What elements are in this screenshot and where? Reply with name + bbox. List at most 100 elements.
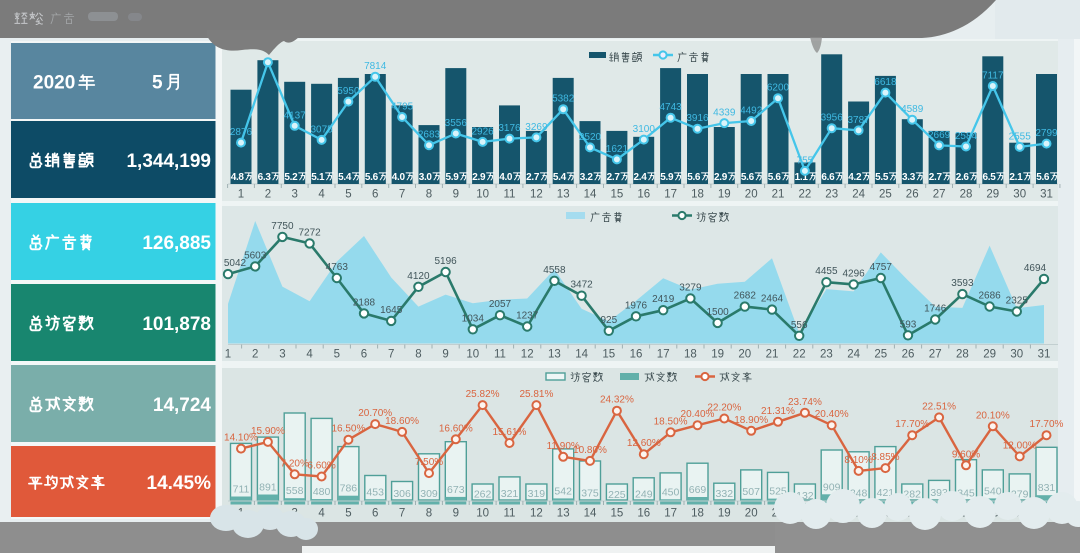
svg-text:5.2: 5.2 (284, 172, 298, 183)
svg-text:1746: 1746 (924, 304, 947, 315)
svg-text:2584: 2584 (955, 131, 978, 142)
svg-text:558: 558 (286, 485, 304, 497)
svg-text:1: 1 (238, 189, 244, 201)
svg-text:507: 507 (742, 486, 760, 498)
svg-text:5: 5 (345, 189, 351, 201)
svg-text:13: 13 (557, 508, 570, 520)
svg-text:22: 22 (793, 349, 806, 361)
svg-text:10: 10 (476, 508, 489, 520)
svg-text:12: 12 (530, 508, 543, 520)
svg-text:2520: 2520 (579, 132, 602, 143)
svg-text:20: 20 (745, 189, 758, 201)
svg-text:3: 3 (291, 189, 297, 201)
svg-text:22.51%: 22.51% (922, 401, 956, 412)
svg-text:4120: 4120 (407, 271, 430, 282)
svg-text:309: 309 (420, 488, 438, 500)
svg-text:5382: 5382 (552, 94, 575, 105)
svg-text:21.31%: 21.31% (761, 406, 795, 417)
svg-text:15: 15 (602, 349, 615, 361)
svg-text:14.10%: 14.10% (224, 433, 258, 444)
svg-text:12.00%: 12.00% (1003, 440, 1037, 451)
svg-text:7117: 7117 (982, 71, 1004, 82)
svg-text:11.90%: 11.90% (547, 441, 580, 452)
svg-text:15: 15 (611, 189, 624, 201)
svg-text:23.74%: 23.74% (788, 397, 822, 408)
svg-text:7: 7 (399, 189, 405, 201)
svg-text:21: 21 (766, 349, 779, 361)
svg-text:306: 306 (393, 488, 411, 500)
svg-text:14.45%: 14.45% (147, 473, 212, 494)
svg-text:3279: 3279 (679, 282, 702, 293)
svg-text:9: 9 (453, 508, 459, 520)
svg-text:8: 8 (415, 349, 421, 361)
svg-text:13: 13 (557, 189, 570, 201)
svg-text:909: 909 (823, 481, 841, 493)
svg-text:7.50%: 7.50% (415, 457, 443, 468)
svg-text:7: 7 (388, 349, 394, 361)
svg-text:5: 5 (152, 73, 163, 94)
svg-text:321: 321 (501, 488, 519, 500)
svg-text:20.40%: 20.40% (815, 409, 849, 420)
svg-text:1645: 1645 (380, 305, 403, 316)
svg-text:5.6: 5.6 (687, 172, 701, 183)
svg-text:2555: 2555 (1009, 131, 1032, 142)
svg-text:5.4: 5.4 (553, 172, 567, 183)
svg-text:453: 453 (366, 486, 384, 498)
svg-text:16: 16 (630, 349, 643, 361)
svg-text:18.90%: 18.90% (734, 415, 768, 426)
svg-text:18: 18 (691, 508, 704, 520)
svg-text:1034: 1034 (462, 313, 485, 324)
svg-text:8: 8 (426, 508, 432, 520)
svg-text:5.9: 5.9 (445, 172, 459, 183)
svg-text:25: 25 (879, 189, 892, 201)
svg-text:8.85%: 8.85% (871, 452, 899, 463)
svg-text:2799: 2799 (1035, 128, 1058, 139)
svg-text:556: 556 (791, 320, 808, 331)
svg-text:6.60%: 6.60% (307, 461, 335, 472)
svg-text:225: 225 (608, 489, 626, 501)
svg-text:4: 4 (318, 189, 325, 201)
svg-text:27: 27 (929, 349, 942, 361)
svg-text:262: 262 (474, 489, 492, 501)
svg-text:5: 5 (334, 349, 340, 361)
svg-text:14: 14 (584, 189, 597, 201)
svg-text:2686: 2686 (978, 291, 1001, 302)
svg-text:8: 8 (426, 189, 432, 201)
svg-text:31: 31 (1040, 189, 1053, 201)
svg-text:26: 26 (906, 189, 919, 201)
svg-text:6618: 6618 (874, 77, 897, 88)
svg-text:3472: 3472 (570, 280, 593, 291)
svg-text:21: 21 (772, 189, 785, 201)
svg-text:4757: 4757 (870, 262, 893, 273)
svg-text:2926: 2926 (471, 126, 494, 137)
svg-text:5.6: 5.6 (1036, 172, 1050, 183)
svg-text:18.60%: 18.60% (385, 416, 419, 427)
svg-text:3787: 3787 (847, 115, 870, 126)
svg-text:1621: 1621 (606, 144, 629, 155)
svg-text:24: 24 (852, 189, 865, 201)
svg-text:4455: 4455 (815, 266, 838, 277)
svg-text:16.50%: 16.50% (331, 424, 365, 435)
svg-text:25: 25 (874, 349, 887, 361)
svg-text:27: 27 (933, 189, 946, 201)
svg-text:319: 319 (528, 488, 546, 500)
svg-text:2.9: 2.9 (714, 172, 728, 183)
svg-text:16.60%: 16.60% (439, 423, 473, 434)
svg-text:7.20%: 7.20% (281, 458, 309, 469)
svg-text:18: 18 (691, 189, 704, 201)
svg-text:3176: 3176 (498, 123, 521, 134)
svg-text:6: 6 (361, 349, 367, 361)
svg-text:31: 31 (1038, 349, 1051, 361)
svg-text:12.60%: 12.60% (627, 438, 661, 449)
svg-text:15.61%: 15.61% (493, 427, 527, 438)
svg-text:2.7: 2.7 (526, 172, 540, 183)
svg-text:30: 30 (1010, 349, 1023, 361)
svg-text:10.80%: 10.80% (573, 445, 607, 456)
svg-text:1976: 1976 (625, 300, 648, 311)
svg-text:1.1: 1.1 (795, 172, 809, 183)
svg-text:5.9: 5.9 (660, 172, 674, 183)
svg-text:5.1: 5.1 (311, 172, 325, 183)
svg-text:19: 19 (718, 508, 731, 520)
svg-text:7: 7 (399, 508, 405, 520)
svg-text:29: 29 (986, 189, 999, 201)
